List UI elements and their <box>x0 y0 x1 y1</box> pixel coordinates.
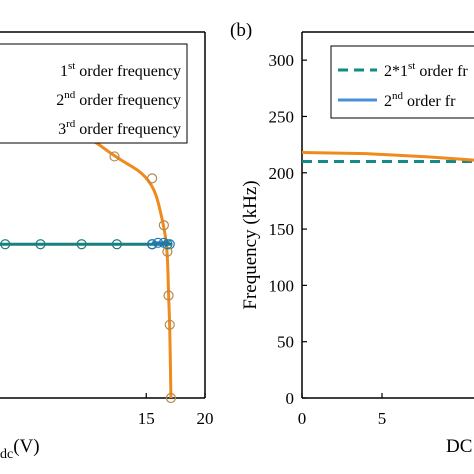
panel-b-legend: 2*1st order fr 2nd order fr <box>330 45 474 119</box>
panel-a-legend: 1st order frequency 2nd order frequency 3r… <box>0 43 188 144</box>
panel-a-second-order-point <box>76 239 87 250</box>
panel-b-legend-box <box>330 45 474 119</box>
panel-b-x-tick-label: 0 <box>298 409 307 428</box>
panel-a-first-order-point <box>164 239 175 250</box>
panel-a-third-order-point <box>162 246 173 257</box>
panel-b-y-label: Frequency (kHz) <box>240 180 261 309</box>
panel-b-y-tick-label: 250 <box>269 107 295 126</box>
panel-a: 15 20 dc(V) 1st order frequency 2nd order … <box>0 31 214 462</box>
panel-b-legend-entry: 2*1st order fr <box>384 60 468 80</box>
panel-b-y-tick-label: 0 <box>286 389 295 408</box>
panel-b: (b) 0 50 100 150 200 250 300 0 5 Frequency (kHz… <box>230 20 474 457</box>
panel-a-third-order-point <box>165 392 177 404</box>
panel-a-third-order-point <box>164 319 175 330</box>
panel-a-third-order-point <box>163 290 174 301</box>
panel-a-first-order-point <box>147 239 158 250</box>
panel-b-legend-entry: 2nd order fr <box>384 90 456 110</box>
panel-b-y-tick-label: 200 <box>269 164 295 183</box>
panel-b-label: (b) <box>230 20 252 41</box>
panel-a-x-tick-label: 20 <box>197 409 214 428</box>
panel-a-legend-entry: 2nd order frequency <box>56 89 181 109</box>
panel-a-first-order-point <box>152 237 164 248</box>
panel-b-y-tick-label: 50 <box>277 333 294 352</box>
panel-b-x-tick-label: 5 <box>378 409 387 428</box>
panel-a-legend-box <box>0 43 188 144</box>
panel-b-second-fit-line <box>301 150 474 162</box>
panel-a-legend-entry: 3rd order frequency <box>58 118 181 138</box>
panel-b-y-tick-label: 300 <box>269 51 295 70</box>
panel-a-legend-entry: 1st order frequency <box>60 60 181 80</box>
panel-a-third-order-point <box>158 220 169 231</box>
panel-b-x-label: DC <box>446 436 472 457</box>
panel-a-second-order-point <box>111 239 122 250</box>
panel-b-y-tick-label: 150 <box>269 220 295 239</box>
panel-a-x-tick-label: 15 <box>138 409 155 428</box>
panel-a-third-order-curve <box>0 104 173 399</box>
panel-a-x-label: dc(V) <box>0 436 40 462</box>
panel-b-y-tick-label: 100 <box>269 276 295 295</box>
panel-a-third-order-point <box>109 151 120 162</box>
panel-a-first-order-point <box>158 237 169 248</box>
panel-a-second-order-point <box>35 239 46 250</box>
panel-a-third-order-point <box>147 173 158 184</box>
panel-a-second-order-point <box>0 239 11 250</box>
